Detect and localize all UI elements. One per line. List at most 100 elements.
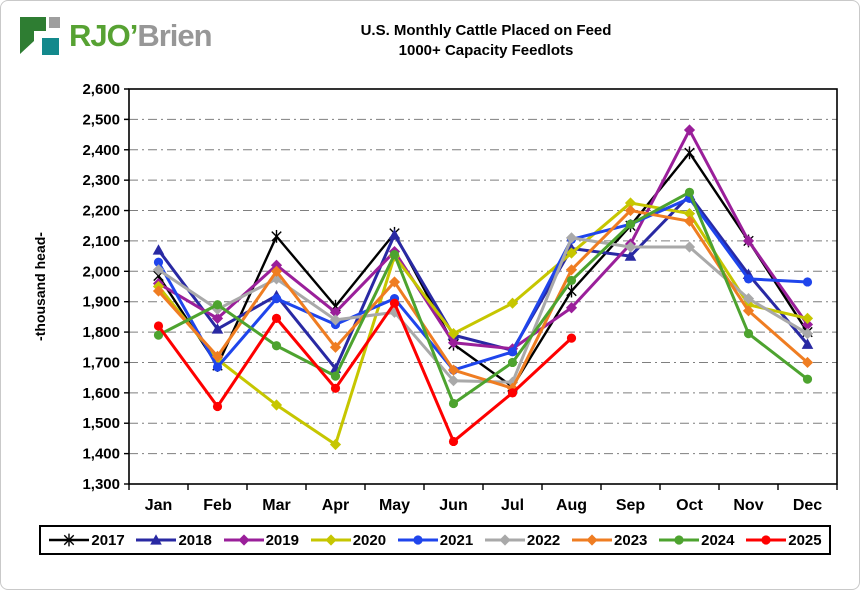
data-point-marker: [270, 399, 283, 411]
data-point-marker: [506, 297, 519, 309]
data-point-marker: [271, 313, 282, 324]
data-point-marker: [586, 534, 598, 546]
data-point-marker: [566, 333, 577, 343]
series-line-2023: [157, 209, 809, 390]
data-point-marker: [389, 298, 400, 308]
data-point-marker: [624, 197, 637, 209]
legend-item-2021: 2021: [397, 532, 473, 549]
x-axis-month-label: Oct: [676, 497, 703, 514]
data-point-marker: [413, 535, 423, 545]
data-point-marker: [153, 257, 164, 267]
series-line-2019: [157, 128, 809, 351]
data-point-marker: [742, 293, 755, 305]
x-axis-month-label: Apr: [322, 497, 350, 514]
data-point-marker: [270, 265, 283, 277]
data-point-marker: [447, 327, 460, 340]
legend-marker-icon-2018: [136, 534, 177, 545]
data-point-marker: [152, 264, 165, 276]
data-point-marker: [330, 371, 341, 381]
y-axis-tick-label: 2,500: [82, 111, 120, 128]
data-point-marker: [389, 249, 400, 260]
data-point-marker: [270, 259, 283, 271]
series-line-2020: [157, 201, 809, 446]
x-axis-month-label: Feb: [203, 497, 232, 514]
x-axis-month-label: Mar: [262, 497, 290, 514]
data-point-marker: [212, 401, 223, 412]
series-2021: [153, 193, 813, 375]
data-point-marker: [152, 244, 165, 255]
legend-marker-icon-2021: [397, 535, 438, 545]
data-point-marker: [684, 146, 695, 160]
data-point-marker: [507, 357, 518, 368]
data-point-marker: [211, 323, 224, 334]
y-axis-tick-label: 2,300: [82, 172, 120, 189]
data-point-marker: [625, 219, 636, 229]
y-axis-tick-label: 2,600: [82, 81, 120, 98]
x-axis-month-label: Jan: [145, 497, 173, 514]
data-point-marker: [153, 330, 164, 340]
data-point-marker: [499, 534, 511, 546]
data-point-marker: [64, 533, 75, 547]
legend-label-2017: 2017: [91, 531, 125, 549]
data-point-marker: [447, 364, 460, 376]
y-axis-tick-label: 1,400: [82, 446, 120, 463]
data-point-marker: [565, 232, 578, 244]
data-point-marker: [329, 306, 342, 318]
legend-marker-icon-2020: [310, 534, 351, 546]
series-2020: [152, 197, 814, 451]
data-point-marker: [566, 284, 577, 298]
logo-teal-square: [42, 38, 59, 55]
legend-item-2020: 2020: [310, 532, 386, 549]
data-point-marker: [153, 321, 164, 331]
legend-item-2017: 2017: [48, 531, 125, 549]
data-point-marker: [802, 374, 813, 384]
y-axis-tick-label: 2,400: [82, 142, 120, 159]
data-point-marker: [683, 215, 696, 227]
data-point-marker: [743, 274, 754, 284]
y-axis-tick-label: 2,000: [82, 263, 120, 280]
data-point-marker: [565, 264, 578, 276]
data-point-marker: [801, 356, 814, 369]
data-point-marker: [329, 341, 342, 353]
legend-item-2018: 2018: [135, 532, 212, 549]
data-point-marker: [211, 350, 224, 362]
x-axis-month-label: May: [379, 497, 410, 514]
x-axis-month-label: Dec: [793, 497, 822, 514]
legend-marker-icon-2019: [223, 534, 264, 546]
data-point-marker: [684, 187, 695, 197]
series-line-2025: [157, 301, 573, 443]
y-axis-title: -thousand head-: [32, 232, 48, 341]
data-point-marker: [624, 241, 637, 253]
rjo-brien-logo: RJO’Brien: [17, 13, 213, 59]
logo-gray-square: [49, 17, 60, 28]
data-point-marker: [802, 277, 813, 287]
brand-text: RJO’Brien: [69, 13, 213, 59]
legend-marker-icon-2017: [49, 533, 90, 547]
series-line-2017: [157, 151, 809, 388]
y-axis-tick-label: 1,500: [82, 415, 120, 432]
data-point-marker: [152, 285, 165, 297]
data-point-marker: [507, 347, 518, 357]
data-point-marker: [271, 294, 282, 304]
x-axis-month-label: Sep: [616, 497, 646, 514]
data-point-marker: [801, 338, 814, 349]
data-point-marker: [624, 204, 637, 217]
data-point-marker: [212, 362, 223, 372]
y-axis-tick-label: 1,700: [82, 354, 120, 371]
data-point-marker: [743, 328, 754, 339]
data-point-marker: [801, 312, 814, 325]
data-point-marker: [683, 124, 696, 136]
data-point-marker: [761, 535, 771, 545]
data-point-marker: [742, 235, 755, 247]
y-axis-tick-label: 2,200: [82, 203, 120, 220]
data-point-marker: [271, 229, 282, 243]
chart-legend: 2017 2018 2019 2020 2021 2022 2023 2024 2025: [39, 525, 831, 555]
y-axis-tick-label: 1,300: [82, 476, 120, 493]
legend-item-2022: 2022: [484, 532, 560, 549]
data-point-marker: [565, 302, 578, 314]
x-axis-month-label: Jul: [501, 497, 524, 514]
data-point-marker: [212, 300, 223, 310]
legend-marker-icon-2023: [572, 534, 613, 546]
